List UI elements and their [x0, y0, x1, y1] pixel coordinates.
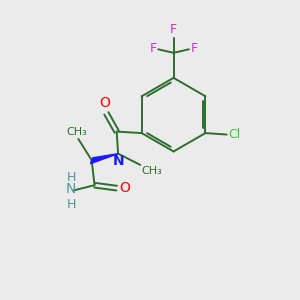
- Text: F: F: [149, 42, 157, 55]
- Text: CH₃: CH₃: [142, 166, 162, 176]
- Text: F: F: [170, 23, 177, 36]
- Text: H: H: [66, 198, 76, 211]
- Text: O: O: [99, 96, 110, 110]
- Text: O: O: [119, 181, 130, 195]
- Text: N: N: [113, 154, 124, 168]
- Text: F: F: [190, 42, 198, 55]
- Text: Cl: Cl: [228, 128, 241, 141]
- Text: CH₃: CH₃: [67, 127, 87, 137]
- Polygon shape: [90, 154, 118, 164]
- Text: H: H: [66, 171, 76, 184]
- Text: N: N: [66, 182, 76, 196]
